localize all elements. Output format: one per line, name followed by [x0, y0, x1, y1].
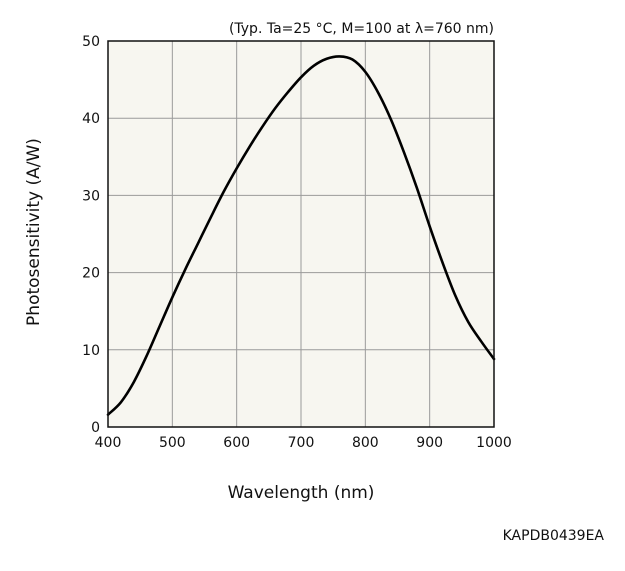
x-tick-label: 1000 [476, 435, 512, 451]
x-tick-label: 700 [288, 435, 315, 451]
x-tick-labels: 400 500 600 700 800 900 1000 [95, 435, 512, 451]
y-axis-title: Photosensitivity (A/W) [24, 138, 44, 326]
y-tick-labels: 0 10 20 30 40 50 [82, 34, 100, 436]
y-tick-label: 40 [82, 111, 100, 127]
x-tick-label: 800 [352, 435, 379, 451]
x-tick-label: 500 [159, 435, 186, 451]
x-tick-label: 600 [223, 435, 250, 451]
y-tick-label: 20 [82, 266, 100, 282]
grid [108, 41, 494, 427]
x-tick-label: 400 [95, 435, 122, 451]
x-axis-title: Wavelength (nm) [228, 483, 375, 503]
figure-code: KAPDB0439EA [503, 528, 605, 544]
condition-note: (Typ. Ta=25 °C, M=100 at λ=760 nm) [229, 21, 494, 37]
x-tick-label: 900 [416, 435, 443, 451]
y-tick-label: 30 [82, 188, 100, 204]
photosensitivity-curve [106, 55, 496, 416]
plot-frame [107, 40, 495, 428]
y-tick-label: 10 [82, 343, 100, 359]
y-tick-label: 0 [91, 420, 100, 436]
y-tick-label: 50 [82, 34, 100, 50]
